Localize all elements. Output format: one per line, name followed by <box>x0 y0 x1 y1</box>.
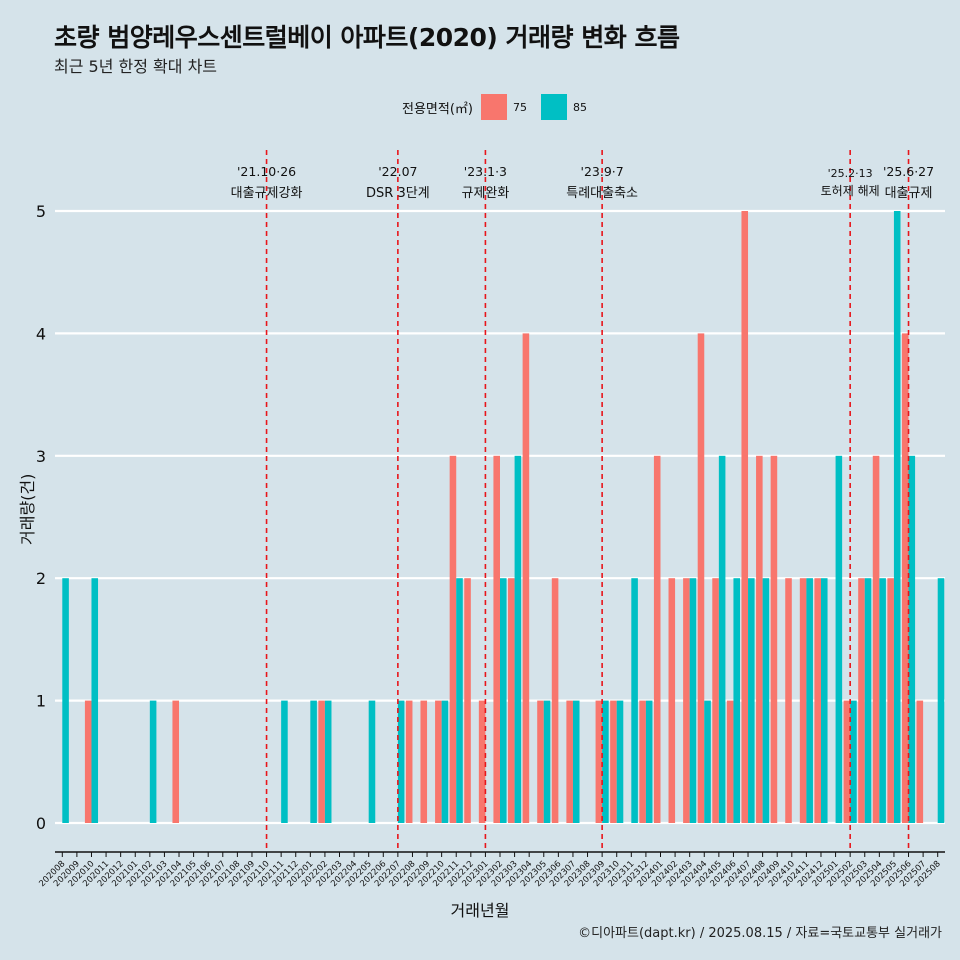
bar-75-202506 <box>901 333 909 823</box>
bar-85-202508 <box>937 578 945 823</box>
bar-75-202301 <box>478 700 486 823</box>
bar-75-202302 <box>493 455 500 823</box>
bar-85-202302 <box>500 578 507 823</box>
event-label: 대출규제강화 <box>231 186 303 201</box>
bar-75-202309 <box>595 700 603 823</box>
bar-75-202408 <box>756 455 763 823</box>
bar-85-202411 <box>806 578 813 823</box>
y-tick-label: 0 <box>36 814 46 833</box>
bar-85-202312 <box>645 700 653 823</box>
bar-85-202307 <box>572 700 580 823</box>
y-tick-label: 5 <box>36 202 46 221</box>
y-tick-label: 3 <box>36 447 46 466</box>
bar-85-202502 <box>850 700 857 823</box>
y-tick-label: 1 <box>36 692 46 711</box>
bar-85-202311 <box>631 578 638 823</box>
event-date: '25.2·13 <box>828 167 873 180</box>
bar-85-202202 <box>324 700 332 823</box>
bar-85-202403 <box>689 578 697 823</box>
bar-85-202404 <box>704 700 711 823</box>
bar-85-202008 <box>62 578 69 823</box>
event-label: DSR 3단계 <box>366 186 430 201</box>
legend-label-85: 85 <box>572 100 587 114</box>
bar-85-202309 <box>602 700 609 823</box>
bar-75-202208 <box>405 700 413 823</box>
bar-75-202310 <box>610 700 617 823</box>
bar-85-202506 <box>908 455 916 823</box>
bar-75-202010 <box>84 700 92 823</box>
chart-title: 초량 범양레우스센트럴베이 아파트(2020) 거래량 변화 흐름 <box>54 23 680 52</box>
event-label: 특례대출축소 <box>566 186 638 201</box>
bar-75-202305 <box>537 700 544 823</box>
bar-85-202501 <box>835 455 843 823</box>
bar-75-202407 <box>741 211 749 823</box>
bar-85-202408 <box>762 578 770 823</box>
bar-75-202307 <box>566 700 573 823</box>
event-date: '21.10·26 <box>237 164 296 179</box>
y-axis-label: 거래량(건) <box>18 473 37 545</box>
bar-85-202010 <box>91 578 99 823</box>
bar-75-202507 <box>916 700 924 823</box>
bar-75-202304 <box>522 333 530 823</box>
bar-75-202412 <box>814 578 821 823</box>
bar-75-202209 <box>420 700 428 823</box>
bar-75-202403 <box>683 578 690 823</box>
bar-75-202202 <box>318 700 325 823</box>
bar-75-202104 <box>172 700 180 823</box>
bar-75-202409 <box>770 455 778 823</box>
event-date: '22.07 <box>378 164 417 179</box>
bar-75-202502 <box>843 700 851 823</box>
bar-75-202312 <box>639 700 646 823</box>
bar-85-202504 <box>879 578 886 823</box>
bar-85-202102 <box>149 700 157 823</box>
bar-85-202405 <box>718 455 726 823</box>
legend-key-85 <box>540 94 567 120</box>
event-date: '23.9·7 <box>581 164 624 179</box>
legend: 전용면적(㎡) 75 85 <box>402 94 601 120</box>
event-date: '25.6·27 <box>883 164 934 179</box>
legend-title: 전용면적(㎡) <box>402 101 473 117</box>
bar-75-202212 <box>464 578 471 823</box>
bar-85-202205 <box>368 700 376 823</box>
bar-75-202211 <box>449 455 457 823</box>
bar-75-202505 <box>887 578 894 823</box>
chart-subtitle: 최근 5년 한정 확대 차트 <box>54 57 218 76</box>
bar-85-202412 <box>820 578 828 823</box>
bar-85-202407 <box>748 578 755 823</box>
bar-75-202210 <box>435 700 442 823</box>
bar-75-202405 <box>712 578 719 823</box>
bar-85-202305 <box>543 700 551 823</box>
bar-75-202411 <box>799 578 807 823</box>
y-tick-label: 4 <box>36 324 46 343</box>
legend-key-75 <box>480 94 507 120</box>
bar-85-202505 <box>893 211 901 823</box>
event-label: 대출규제 <box>885 186 933 201</box>
bar-75-202306 <box>551 578 559 823</box>
bar-85-202406 <box>733 578 741 823</box>
bar-85-202503 <box>864 578 872 823</box>
bar-85-202210 <box>441 700 449 823</box>
bar-85-202211 <box>456 578 463 823</box>
x-axis-label: 거래년월 <box>450 901 510 920</box>
legend-label-75: 75 <box>512 100 527 114</box>
bar-75-202504 <box>872 455 880 823</box>
bar-75-202503 <box>858 578 865 823</box>
event-label: 토허제 해제 <box>821 184 880 198</box>
bar-75-202410 <box>785 578 792 823</box>
event-label: 규제완화 <box>461 186 509 201</box>
bar-85-202303 <box>514 455 522 823</box>
bar-85-202310 <box>616 700 624 823</box>
bar-75-202406 <box>726 700 734 823</box>
bar-85-202201 <box>310 700 317 823</box>
bar-75-202303 <box>508 578 515 823</box>
bar-75-202402 <box>668 578 676 823</box>
y-tick-label: 2 <box>36 569 46 588</box>
bar-75-202404 <box>697 333 705 823</box>
source-caption: ©디아파트(dapt.kr) / 2025.08.15 / 자료=국토교통부 실… <box>578 926 942 941</box>
bar-85-202111 <box>281 700 288 823</box>
bar-75-202401 <box>653 455 661 823</box>
bar-85-202207 <box>397 700 405 823</box>
event-date: '23.1·3 <box>464 164 507 179</box>
